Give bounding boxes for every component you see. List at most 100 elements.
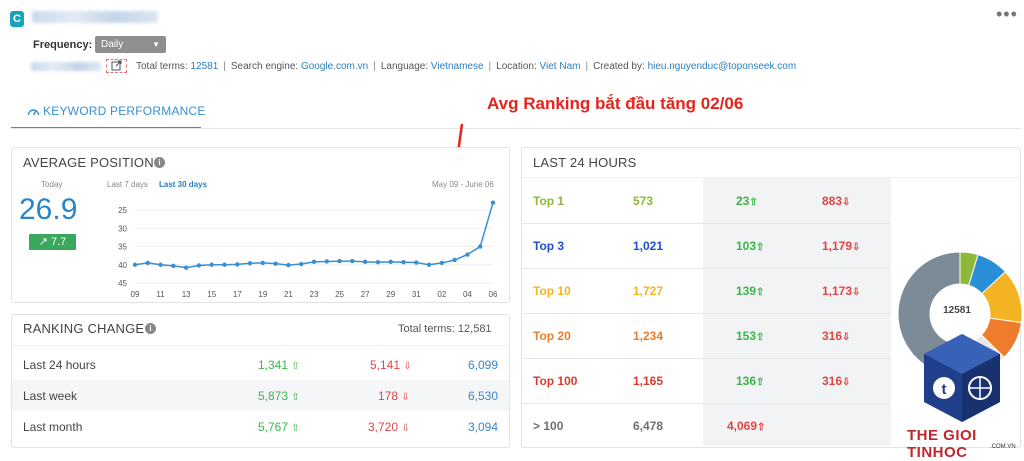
data-point[interactable] xyxy=(439,260,445,266)
arrow-down-icon: ⇩ xyxy=(842,377,851,388)
data-point[interactable] xyxy=(426,262,432,267)
rank-down-value: 5,141 ⇩ xyxy=(370,358,412,372)
total-terms-value: 12581 xyxy=(190,61,219,72)
row-divider xyxy=(522,313,891,314)
data-point[interactable] xyxy=(299,261,304,267)
arrow-up-icon: ⇧ xyxy=(756,377,765,388)
series-line xyxy=(134,202,494,269)
last-24-hours-title: LAST 24 HOURS xyxy=(533,155,637,170)
data-point[interactable] xyxy=(171,263,176,269)
x-tick-label: 29 xyxy=(386,290,395,299)
table-row: Top 1 573 23⇧ 883⇩ xyxy=(522,178,1020,223)
row-label: Last week xyxy=(23,389,78,403)
rank-bucket-label[interactable]: Top 1 xyxy=(533,194,565,208)
more-options-icon[interactable]: ••• xyxy=(996,4,1018,24)
rank-up-value: 1,341 ⇧ xyxy=(258,358,300,372)
data-point[interactable] xyxy=(286,262,291,268)
frequency-select[interactable]: Daily ▼ xyxy=(95,36,166,53)
tab-label: KEYWORD PERFORMANCE xyxy=(43,104,206,118)
gauge-icon xyxy=(27,109,40,116)
data-point[interactable] xyxy=(132,262,138,267)
data-point[interactable] xyxy=(273,261,278,266)
data-point[interactable] xyxy=(324,259,329,264)
rank-down-value: 3,720 ⇩ xyxy=(368,420,410,434)
data-point[interactable] xyxy=(350,258,355,264)
rank-total-value: 6,099 xyxy=(468,358,499,372)
data-point[interactable] xyxy=(158,262,163,267)
data-point[interactable] xyxy=(209,262,214,267)
tab-keyword-performance[interactable]: KEYWORD PERFORMANCE xyxy=(27,104,206,118)
range-last-7-days[interactable]: Last 7 days xyxy=(107,180,148,189)
x-tick-label: 21 xyxy=(284,290,293,299)
rank-down-value: 178 ⇩ xyxy=(378,389,410,403)
info-icon[interactable]: i xyxy=(154,157,165,168)
arrow-down-icon: ⇩ xyxy=(842,197,851,208)
average-position-chart: 25 30 35 40 45 09 11 13 15 17 19 21 23 25 27 29 31 02 04 06 xyxy=(118,200,498,299)
location-value: Viet Nam xyxy=(539,61,581,72)
chevron-down-icon: ▼ xyxy=(152,40,160,49)
rank-bucket-value: 1,234 xyxy=(633,329,664,343)
data-point[interactable] xyxy=(222,262,227,267)
rank-up-value: 103⇧ xyxy=(736,239,765,253)
data-point[interactable] xyxy=(183,265,189,270)
x-tick-label: 09 xyxy=(131,290,140,299)
data-point[interactable] xyxy=(362,259,368,265)
data-point[interactable] xyxy=(414,260,419,265)
rank-down-value: 316⇩ xyxy=(822,329,851,343)
rank-bucket-label[interactable]: > 100 xyxy=(533,419,564,433)
average-position-value: 26.9 xyxy=(19,193,78,226)
row-divider xyxy=(522,403,891,404)
data-point[interactable] xyxy=(145,260,150,266)
chart-date-range: May 09 - June 06 xyxy=(432,180,494,189)
ranking-change-divider xyxy=(12,345,509,346)
last-24-divider xyxy=(522,177,1020,178)
row-divider xyxy=(522,223,891,224)
data-point[interactable] xyxy=(375,259,381,265)
data-point[interactable] xyxy=(196,263,202,268)
rank-bucket-label[interactable]: Top 100 xyxy=(533,374,578,388)
data-point[interactable] xyxy=(452,257,457,263)
data-point[interactable] xyxy=(465,252,470,257)
data-point[interactable] xyxy=(388,259,393,265)
annotation-text: Avg Ranking bắt đầu tăng 02/06 xyxy=(487,94,744,113)
rank-up-value: 5,767 ⇧ xyxy=(258,420,300,434)
data-point[interactable] xyxy=(337,258,342,264)
arrow-up-icon: ⇧ xyxy=(756,242,765,253)
range-last-30-days[interactable]: Last 30 days xyxy=(159,180,208,189)
data-point[interactable] xyxy=(260,260,266,266)
rank-up-value: 5,873 ⇧ xyxy=(258,389,300,403)
project-meta: Total terms: 12581 | Search engine: Google… xyxy=(136,61,797,72)
x-tick-label: 02 xyxy=(437,290,446,299)
data-point[interactable] xyxy=(235,262,240,267)
arrow-up-icon: ⇧ xyxy=(757,422,766,433)
tab-divider xyxy=(11,128,1021,129)
watermark-logo: t xyxy=(924,334,1000,422)
data-point[interactable] xyxy=(311,259,317,265)
data-point[interactable] xyxy=(478,244,483,249)
data-point[interactable] xyxy=(247,261,253,266)
x-tick-label: 19 xyxy=(258,290,267,299)
data-point[interactable] xyxy=(490,200,496,205)
table-row: Top 3 1,021 103⇧ 1,179⇩ xyxy=(522,223,1020,268)
rank-bucket-label[interactable]: Top 20 xyxy=(533,329,571,343)
info-icon[interactable]: i xyxy=(145,323,156,334)
row-divider xyxy=(522,358,891,359)
x-tick-label: 25 xyxy=(335,290,344,299)
created-by-value: hieu.nguyenduc@toponseek.com xyxy=(647,61,797,72)
external-link-icon[interactable] xyxy=(106,59,127,73)
x-tick-label: 11 xyxy=(156,290,165,299)
rank-bucket-label[interactable]: Top 10 xyxy=(533,284,571,298)
rank-bucket-value: 1,021 xyxy=(633,239,664,253)
y-tick-label: 35 xyxy=(118,243,127,252)
table-row: Top 10 1,727 139⇧ 1,173⇩ xyxy=(522,268,1020,313)
table-row: Top 20 1,234 153⇧ 316⇩ xyxy=(522,313,1020,358)
rank-down-value: 1,179⇩ xyxy=(822,239,861,253)
x-tick-label: 04 xyxy=(463,290,472,299)
arrow-up-right-icon: ↗ xyxy=(38,236,48,248)
data-point[interactable] xyxy=(401,259,406,265)
domain-blurred xyxy=(31,62,101,71)
y-tick-label: 30 xyxy=(118,224,127,233)
language-value: Vietnamese xyxy=(430,61,484,72)
rank-up-value: 136⇧ xyxy=(736,374,765,388)
rank-bucket-label[interactable]: Top 3 xyxy=(533,239,565,253)
